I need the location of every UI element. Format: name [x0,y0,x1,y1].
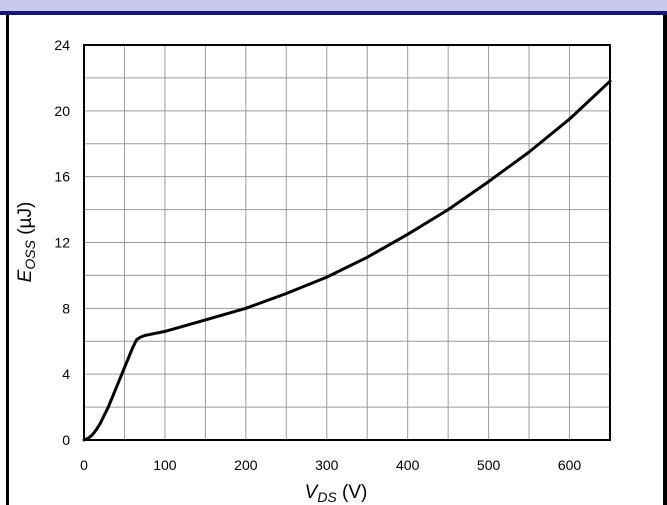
grid [84,45,610,440]
y-tick-label: 12 [54,235,70,251]
x-tick-labels: 0 100 200 300 400 500 600 [80,457,581,473]
series-line-eoss [82,79,612,442]
x-tick-label: 300 [315,457,339,473]
y-tick-label: 20 [54,103,70,119]
y-tick-labels: 0 4 8 12 16 20 24 [54,37,70,448]
x-axis-title: VDS (V) [305,482,368,505]
plot-area-border [83,44,611,441]
x-tick-label: 200 [234,457,258,473]
x-tick-label: 100 [153,457,177,473]
right-border-rule [663,15,667,505]
left-border-rule [6,15,9,505]
y-tick-label: 16 [54,169,70,185]
y-tick-label: 4 [62,366,70,382]
header-band [0,0,667,15]
y-tick-label: 0 [62,432,70,448]
x-tick-label: 500 [477,457,501,473]
y-tick-label: 8 [62,300,70,316]
y-axis-title: EOSS (µJ) [15,202,38,283]
x-tick-label: 600 [558,457,582,473]
y-tick-label: 24 [54,37,70,53]
x-tick-label: 400 [396,457,420,473]
x-tick-label: 0 [80,457,88,473]
